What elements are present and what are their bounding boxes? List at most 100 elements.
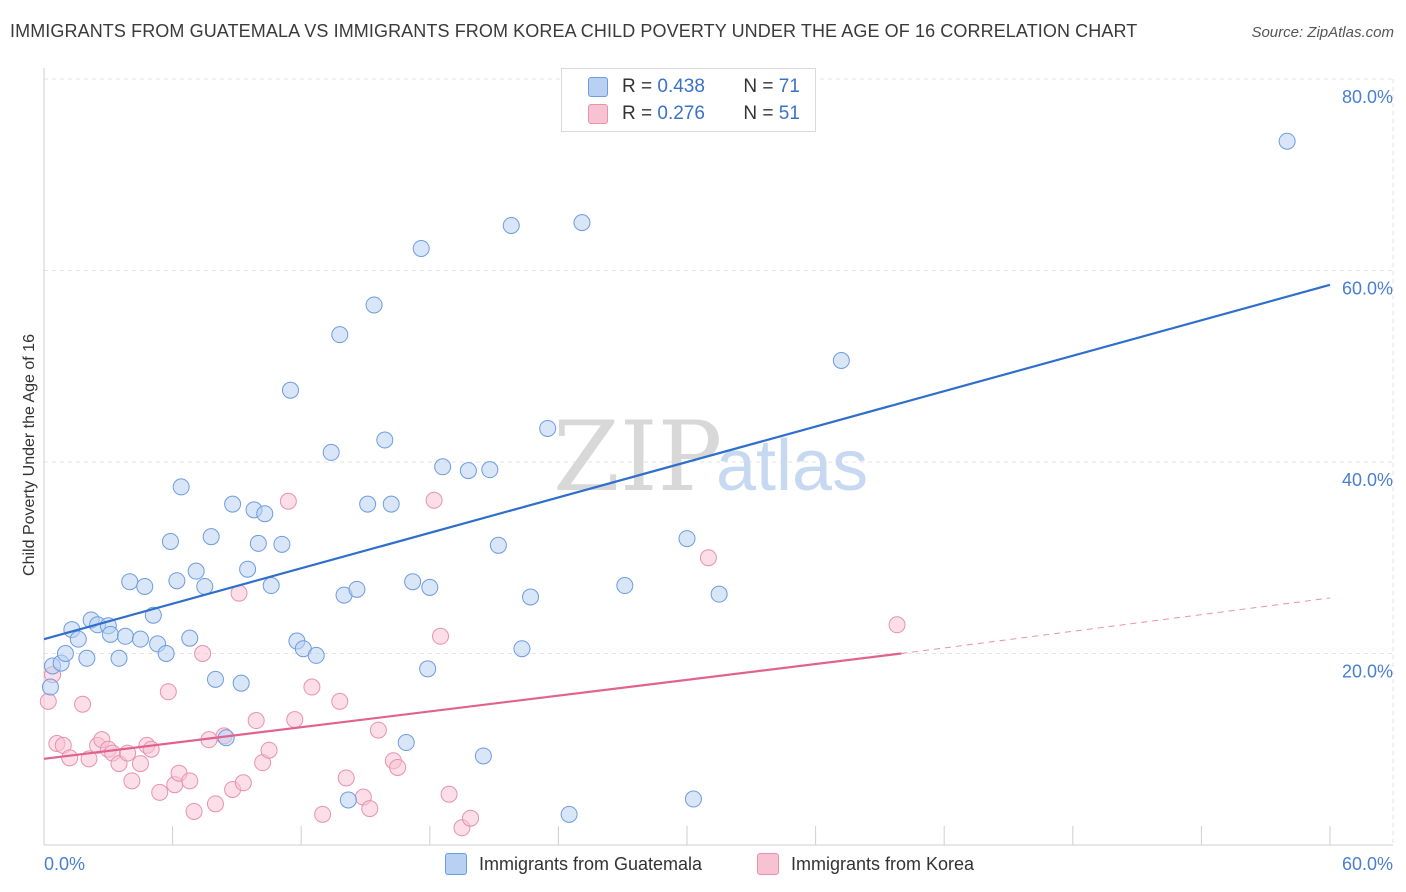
guatemala-point xyxy=(206,670,224,688)
y-axis-tick-labels: 20.0% 40.0% 60.0% 80.0% xyxy=(1342,87,1393,682)
guatemala-point xyxy=(616,577,634,595)
guatemala-point xyxy=(232,674,250,692)
korea-point xyxy=(361,800,379,818)
bottom-legend-swatch-korea xyxy=(757,853,779,875)
guatemala-point xyxy=(281,381,299,399)
legend-r-label: R = xyxy=(622,76,653,97)
guatemala-point xyxy=(168,572,186,590)
guatemala-point xyxy=(339,791,357,809)
korea-point xyxy=(314,805,332,823)
guatemala-point xyxy=(172,478,190,496)
legend-r-value: 0.438 xyxy=(657,76,705,97)
legend-n-label: N = xyxy=(743,76,774,97)
series-guatemala-points xyxy=(41,132,1296,823)
guatemala-point xyxy=(421,578,439,596)
bottom-legend-label-guatemala: Immigrants from Guatemala xyxy=(479,853,703,874)
bottom-legend-korea: Immigrants from Korea xyxy=(757,850,974,878)
korea-point xyxy=(286,711,304,729)
guatemala-point xyxy=(161,532,179,550)
guatemala-point xyxy=(365,296,383,314)
korea-trend-extension xyxy=(901,597,1331,654)
guatemala-point xyxy=(539,419,557,437)
guatemala-point xyxy=(459,462,477,480)
guatemala-point xyxy=(249,534,267,552)
guatemala-point xyxy=(502,216,520,234)
correlation-legend: R = 0.438 N = 71 R = 0.276 N = 51 xyxy=(561,68,816,132)
korea-point xyxy=(131,755,149,773)
watermark-zip: ZIP xyxy=(553,401,722,513)
korea-point xyxy=(234,774,252,792)
guatemala-point xyxy=(157,645,175,662)
legend-r-label: R = xyxy=(622,103,653,124)
legend-swatch-guatemala xyxy=(588,77,608,97)
watermark: ZIP atlas xyxy=(553,401,868,513)
guatemala-point xyxy=(412,239,430,257)
guatemala-point xyxy=(196,577,214,595)
guatemala-point xyxy=(131,630,149,648)
guatemala-point xyxy=(1278,132,1296,150)
trend-lines xyxy=(43,283,1331,760)
legend-n-value: 71 xyxy=(778,76,800,97)
legend-r-value: 0.276 xyxy=(657,103,705,124)
guatemala-point xyxy=(224,495,242,513)
guatemala-point xyxy=(522,588,540,606)
korea-point xyxy=(61,749,79,767)
guatemala-point xyxy=(78,649,96,667)
guatemala-point xyxy=(474,747,492,765)
guatemala-point xyxy=(56,645,74,662)
guatemala-point xyxy=(239,560,257,578)
korea-point xyxy=(337,769,355,787)
y-tick-label: 80.0% xyxy=(1342,87,1393,107)
guatemala-point xyxy=(307,646,325,664)
korea-point xyxy=(888,616,906,634)
bottom-legend-swatch-guatemala xyxy=(445,853,467,875)
legend-n-value: 51 xyxy=(778,103,800,124)
guatemala-point xyxy=(684,790,702,808)
guatemala-point xyxy=(513,640,531,658)
guatemala-point xyxy=(481,461,499,479)
legend-swatch-korea xyxy=(588,104,608,124)
guatemala-point xyxy=(101,625,119,643)
korea-point xyxy=(432,627,450,645)
guatemala-point xyxy=(187,562,205,580)
chart-title: IMMIGRANTS FROM GUATEMALA VS IMMIGRANTS … xyxy=(10,21,1138,41)
bottom-legend-label-korea: Immigrants from Korea xyxy=(791,853,975,874)
source-credit: Source: ZipAtlas.com xyxy=(1251,24,1394,41)
guatemala-point xyxy=(678,530,696,548)
korea-point xyxy=(369,721,387,739)
korea-point xyxy=(151,783,169,801)
korea-point xyxy=(303,678,321,696)
korea-point xyxy=(194,645,212,662)
guatemala-point xyxy=(404,573,422,591)
guatemala-point xyxy=(110,649,128,667)
guatemala-point xyxy=(202,528,220,546)
series-korea-points xyxy=(39,491,906,837)
y-tick-label: 40.0% xyxy=(1342,470,1393,490)
guatemala-point xyxy=(121,573,139,591)
korea-point xyxy=(260,741,278,759)
bottom-legend-guatemala: Immigrants from Guatemala xyxy=(445,850,702,878)
legend-row-korea: R = 0.276 N = 51 xyxy=(588,102,800,126)
guatemala-point xyxy=(359,495,377,513)
korea-point xyxy=(331,692,349,710)
guatemala-point xyxy=(331,326,349,344)
x-tick-label-max: 60.0% xyxy=(1342,854,1393,874)
y-tick-label: 20.0% xyxy=(1342,662,1393,682)
guatemala-point xyxy=(573,214,591,232)
watermark-atlas: atlas xyxy=(716,426,868,506)
legend-n-label: N = xyxy=(743,103,774,124)
guatemala-point xyxy=(41,678,59,696)
guatemala-point xyxy=(397,734,415,752)
guatemala-point xyxy=(69,630,87,648)
guatemala-point xyxy=(348,580,366,598)
guatemala-point xyxy=(116,627,134,645)
guatemala-point xyxy=(273,535,291,553)
guatemala-point xyxy=(710,585,728,603)
guatemala-point xyxy=(181,629,199,647)
korea-point xyxy=(389,758,407,776)
korea-trend-line xyxy=(43,652,902,760)
x-tick-label-min: 0.0% xyxy=(44,854,85,874)
guatemala-point xyxy=(489,536,507,554)
korea-point xyxy=(181,772,199,790)
guatemala-point xyxy=(560,805,578,823)
